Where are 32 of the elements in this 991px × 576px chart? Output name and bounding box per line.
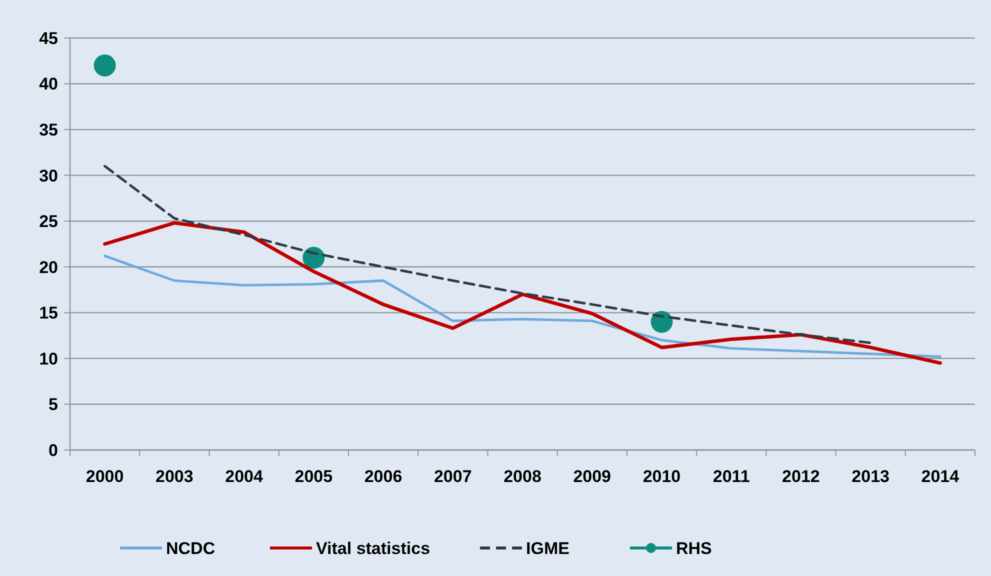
x-tick-label: 2013 — [852, 467, 890, 486]
line-series — [103, 221, 942, 365]
x-tick-label: 2012 — [782, 467, 820, 486]
x-tick-label: 2004 — [225, 467, 264, 486]
y-tick-label: 45 — [39, 28, 58, 48]
x-tick-label: 2011 — [712, 467, 750, 486]
legend-label: Vital statistics — [316, 538, 430, 558]
y-tick-label: 35 — [39, 120, 58, 140]
legend-label: IGME — [526, 538, 570, 558]
y-tick-label: 30 — [39, 166, 58, 186]
y-tick-label: 5 — [48, 395, 58, 414]
x-tick-label: 2000 — [86, 467, 124, 486]
x-tick-label: 2005 — [294, 467, 333, 486]
y-tick-label: 15 — [39, 304, 58, 323]
x-tick-label: 2010 — [642, 467, 681, 486]
line-series — [104, 254, 942, 358]
legend-label: RHS — [676, 538, 712, 558]
x-tick-label: 2007 — [434, 467, 472, 486]
legend-label: NCDC — [166, 538, 216, 558]
x-tick-label: 2003 — [156, 467, 194, 486]
x-tick-label: 2006 — [364, 467, 402, 486]
line-series — [104, 164, 872, 344]
x-tick-label: 2008 — [504, 467, 542, 486]
x-tick-label: 2014 — [921, 467, 960, 486]
x-tick-label: 2009 — [573, 467, 612, 486]
point — [650, 310, 673, 333]
y-tick-label: 40 — [39, 74, 58, 94]
y-tick-label: 20 — [39, 258, 58, 277]
y-tick-label: 0 — [48, 440, 58, 460]
point — [94, 54, 116, 76]
y-tick-label: 25 — [39, 212, 58, 232]
y-tick-label: 10 — [39, 349, 58, 368]
